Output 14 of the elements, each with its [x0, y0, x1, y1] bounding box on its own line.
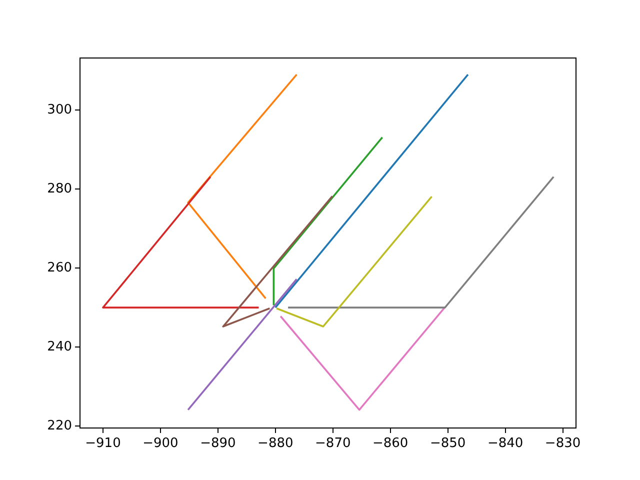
x-tick-label: −870 — [315, 436, 351, 452]
x-tick-label: −840 — [487, 436, 524, 452]
x-tick-label: −860 — [372, 436, 408, 452]
x-tick-label: −910 — [85, 436, 121, 452]
x-tick-label: −850 — [430, 436, 466, 452]
x-tick-label: −830 — [544, 436, 581, 452]
y-tick-label: 280 — [47, 181, 72, 196]
x-tick-label: −880 — [258, 436, 294, 452]
x-tick-label: −890 — [200, 436, 236, 452]
y-tick-label: 300 — [47, 102, 72, 118]
y-tick-label: 240 — [47, 339, 72, 354]
x-tick-label: −900 — [142, 436, 178, 452]
y-tick-label: 260 — [47, 260, 72, 276]
y-tick-label: 220 — [47, 418, 72, 434]
